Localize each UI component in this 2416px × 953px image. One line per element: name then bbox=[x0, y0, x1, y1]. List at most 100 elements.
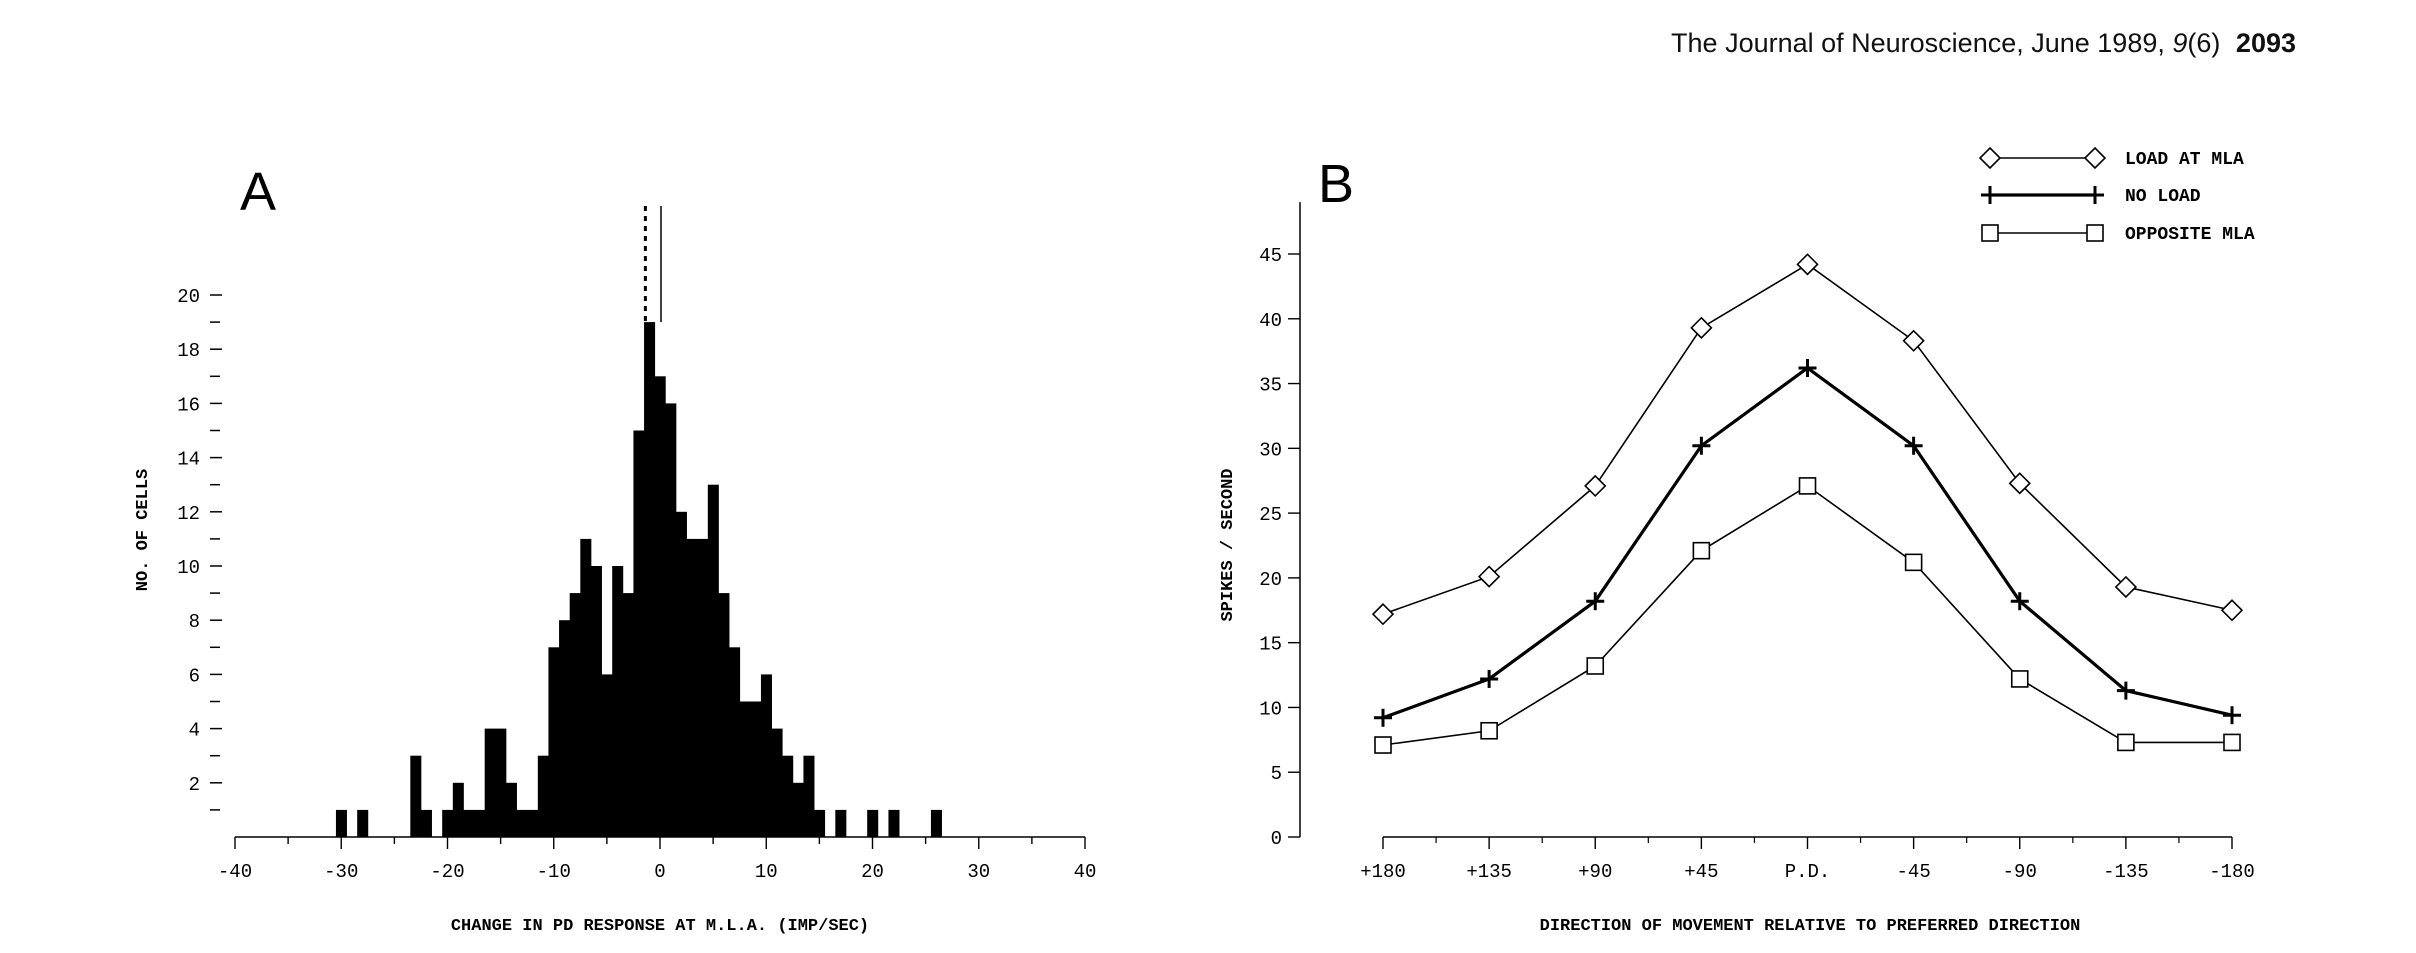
y-tick-label: 5 bbox=[1271, 763, 1282, 785]
histogram-bar bbox=[718, 593, 730, 837]
x-tick-label: -180 bbox=[2209, 861, 2255, 883]
x-tick-label: +180 bbox=[1360, 861, 1406, 883]
histogram-bar bbox=[633, 430, 645, 837]
series-line bbox=[1382, 484, 2232, 746]
data-point bbox=[1798, 359, 1817, 378]
histogram-bar bbox=[548, 647, 560, 837]
data-point bbox=[1374, 736, 1392, 754]
x-tick-label: 0 bbox=[654, 861, 665, 883]
y-tick-label: 35 bbox=[1259, 375, 1282, 397]
data-point bbox=[2010, 592, 2029, 611]
histogram-bar bbox=[654, 376, 666, 837]
histogram-bar bbox=[612, 566, 624, 837]
data-point bbox=[1692, 436, 1711, 455]
histogram-bar bbox=[452, 782, 464, 837]
y-tick-label: 10 bbox=[177, 557, 200, 579]
legend-marker bbox=[1981, 186, 1999, 204]
x-tick-label: -20 bbox=[430, 861, 464, 883]
histogram-bar bbox=[622, 593, 634, 837]
histogram-bar bbox=[750, 701, 762, 837]
x-tick-label: -40 bbox=[218, 861, 252, 883]
data-point bbox=[1904, 553, 1923, 572]
data-point bbox=[2220, 599, 2244, 622]
data-point bbox=[1480, 721, 1498, 740]
histogram-bar bbox=[559, 620, 571, 837]
running-head: The Journal of Neuroscience, June 1989, … bbox=[1671, 28, 2296, 59]
histogram-bar bbox=[474, 809, 486, 837]
histogram-bar bbox=[495, 728, 507, 837]
data-point bbox=[1690, 316, 1713, 339]
histogram-bar bbox=[675, 511, 687, 837]
series-line bbox=[1382, 366, 2233, 720]
legend-marker bbox=[1978, 146, 2002, 170]
x-tick-label: 20 bbox=[861, 861, 884, 883]
histogram-bar bbox=[739, 701, 751, 837]
x-tick-label: +45 bbox=[1684, 861, 1718, 883]
series-square bbox=[1374, 477, 2241, 754]
y-tick-label: 14 bbox=[177, 449, 200, 471]
y-tick-label: 6 bbox=[189, 665, 200, 687]
y-tick-label: 20 bbox=[177, 286, 200, 308]
histogram-bar bbox=[590, 566, 602, 837]
x-tick-label: 30 bbox=[967, 861, 990, 883]
histogram-bar bbox=[930, 809, 942, 837]
histogram-bar bbox=[516, 809, 528, 837]
data-point bbox=[2114, 575, 2138, 599]
histogram-bar bbox=[442, 809, 454, 837]
histogram-bar bbox=[888, 809, 900, 837]
data-point bbox=[2223, 706, 2241, 725]
panel-b: B 0 5 10 15 20 25 30 35 40 45 +180 +135 +90 +45 P.D. -45… bbox=[1219, 146, 2255, 936]
x-tick-label: +135 bbox=[1466, 861, 1512, 883]
data-point bbox=[2008, 472, 2031, 495]
histogram-bar bbox=[601, 674, 613, 837]
x-tick-label: -90 bbox=[2003, 861, 2037, 883]
histogram-bar bbox=[505, 782, 517, 837]
legend-label: NO LOAD bbox=[2125, 187, 2201, 207]
data-point bbox=[2116, 681, 2135, 700]
data-point bbox=[2010, 670, 2029, 688]
x-axis-label: CHANGE IN PD RESPONSE AT M.L.A. (IMP/SEC… bbox=[451, 917, 869, 936]
histogram-bar bbox=[771, 728, 783, 837]
x-tick-label: -135 bbox=[2103, 861, 2149, 883]
data-point bbox=[1477, 565, 1501, 588]
histogram-bar bbox=[484, 728, 496, 837]
histogram-bar bbox=[729, 647, 741, 837]
histogram-bar bbox=[463, 809, 475, 837]
volume-number: 9 bbox=[2172, 28, 2188, 58]
histogram-bar bbox=[644, 322, 656, 838]
data-point bbox=[1371, 603, 1395, 626]
data-point bbox=[1692, 541, 1711, 560]
histogram-bar bbox=[697, 538, 709, 837]
histogram-bar bbox=[410, 755, 422, 837]
histogram-bar bbox=[835, 809, 847, 837]
data-point bbox=[2117, 733, 2135, 752]
x-tick-label: 40 bbox=[1074, 861, 1097, 883]
histogram-bar bbox=[357, 809, 369, 837]
panel-a-letter: A bbox=[240, 162, 276, 222]
histogram-bar bbox=[335, 809, 347, 837]
series-plus bbox=[1374, 359, 2241, 727]
x-axis-label: DIRECTION OF MOVEMENT RELATIVE TO PREFER… bbox=[1540, 917, 2081, 936]
y-tick-label: 2 bbox=[189, 774, 200, 796]
y-axis-label: NO. OF CELLS bbox=[134, 469, 153, 591]
y-tick-label: 15 bbox=[1259, 634, 1282, 656]
histogram-bar bbox=[537, 755, 549, 837]
data-point bbox=[1796, 253, 1819, 276]
data-point bbox=[1798, 477, 1817, 495]
data-point bbox=[1374, 708, 1392, 727]
histogram-bar bbox=[707, 484, 719, 837]
y-tick-label: 16 bbox=[177, 394, 200, 416]
histogram-bar bbox=[527, 809, 539, 837]
legend-label: OPPOSITE MLA bbox=[2125, 225, 2255, 245]
y-axis-label: SPIKES / SECOND bbox=[1219, 468, 1238, 621]
series-diamond bbox=[1371, 253, 2244, 626]
y-tick-label: 12 bbox=[177, 503, 200, 525]
y-tick-label: 8 bbox=[189, 611, 200, 633]
series-line bbox=[1382, 263, 2233, 615]
y-tick-label: 45 bbox=[1259, 245, 1282, 267]
legend-marker bbox=[2083, 146, 2107, 170]
y-tick-label: 4 bbox=[189, 720, 200, 742]
data-point bbox=[1902, 329, 1925, 352]
x-tick-label: -10 bbox=[537, 861, 571, 883]
